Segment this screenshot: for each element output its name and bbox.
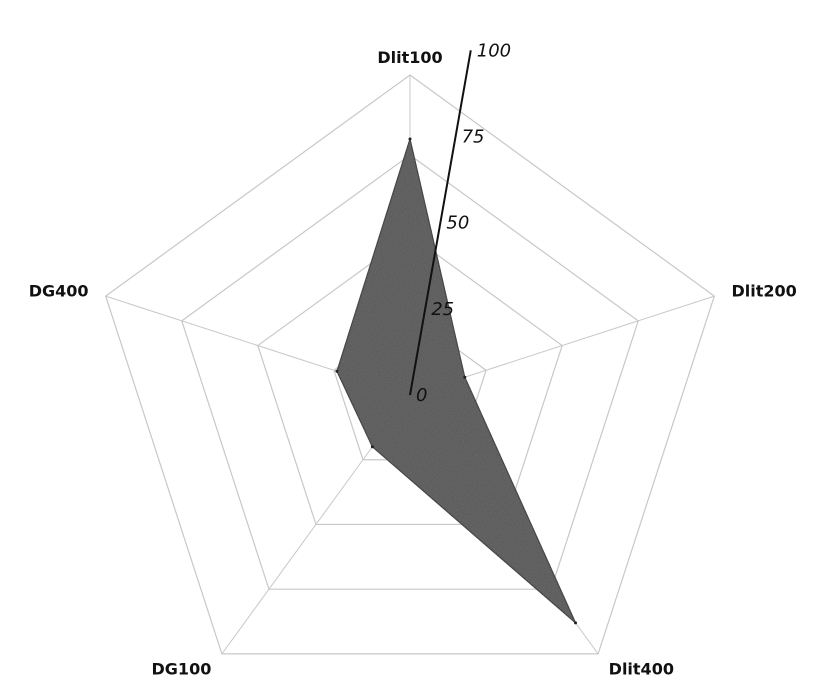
data-point-dlit100 [408,137,412,141]
data-point-dlit400 [574,621,578,625]
grid-ring-2 [257,234,563,526]
data-point-dlit200 [463,375,467,379]
radial-axis-line [409,50,472,396]
category-label-dlit400: Dlit400 [609,659,674,678]
series-0-area [336,136,577,624]
category-labels: Dlit100 Dlit200 Dlit400 DG100 DG400 [29,48,797,678]
tick-label-0: 0 [416,385,427,406]
data-point-dg400 [335,369,339,373]
data-point-dg100 [370,445,374,449]
tick-label-50: 50 [446,213,469,234]
tick-label-100: 100 [477,40,511,61]
grid-ring-4 [104,74,716,655]
tick-label-25: 25 [431,299,454,320]
category-label-dlit100: Dlit100 [377,48,442,67]
category-label-dg100: DG100 [152,659,212,678]
tick-label-75: 75 [462,126,485,147]
grid-ring-3 [181,154,639,590]
category-label-dg400: DG400 [29,282,89,301]
category-label-dlit200: Dlit200 [731,282,796,301]
radial-axis: 0 25 50 75 100 [409,40,511,406]
radar-series-layer [335,136,578,625]
